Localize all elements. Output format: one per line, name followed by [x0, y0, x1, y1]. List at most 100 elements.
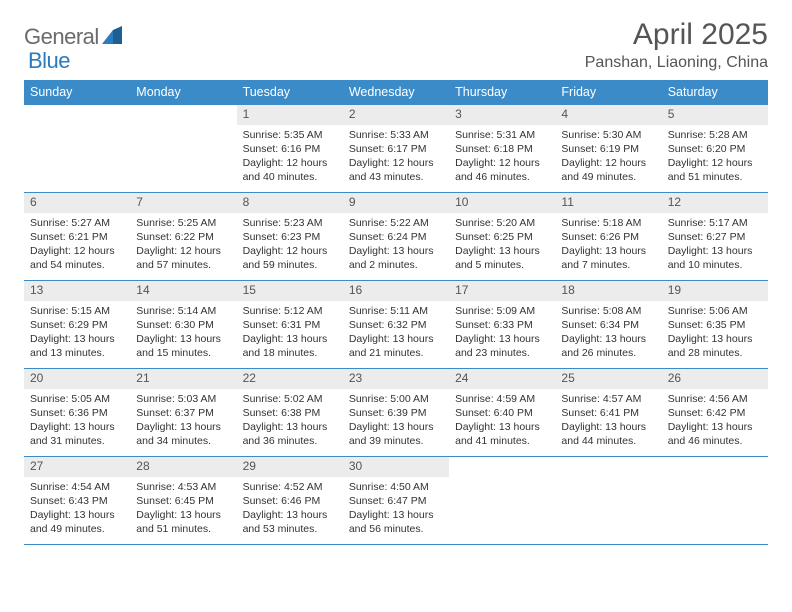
- sunrise-text: Sunrise: 4:50 AM: [349, 480, 443, 494]
- sunset-text: Sunset: 6:19 PM: [561, 142, 655, 156]
- sunset-text: Sunset: 6:17 PM: [349, 142, 443, 156]
- sunrise-text: Sunrise: 5:35 AM: [243, 128, 337, 142]
- calendar-cell: 30Sunrise: 4:50 AMSunset: 6:47 PMDayligh…: [343, 457, 449, 545]
- calendar-cell: 28Sunrise: 4:53 AMSunset: 6:45 PMDayligh…: [130, 457, 236, 545]
- sunrise-text: Sunrise: 5:12 AM: [243, 304, 337, 318]
- day-details: Sunrise: 5:28 AMSunset: 6:20 PMDaylight:…: [662, 125, 768, 189]
- day-details: Sunrise: 5:18 AMSunset: 6:26 PMDaylight:…: [555, 213, 661, 277]
- daylight-text: Daylight: 12 hours and 40 minutes.: [243, 156, 337, 184]
- day-number: 18: [555, 281, 661, 301]
- day-details: Sunrise: 5:11 AMSunset: 6:32 PMDaylight:…: [343, 301, 449, 365]
- daylight-text: Daylight: 13 hours and 51 minutes.: [136, 508, 230, 536]
- logo: General: [24, 18, 126, 50]
- day-details: Sunrise: 4:57 AMSunset: 6:41 PMDaylight:…: [555, 389, 661, 453]
- calendar-cell: 14Sunrise: 5:14 AMSunset: 6:30 PMDayligh…: [130, 281, 236, 369]
- sunrise-text: Sunrise: 5:14 AM: [136, 304, 230, 318]
- day-number: 24: [449, 369, 555, 389]
- daylight-text: Daylight: 13 hours and 36 minutes.: [243, 420, 337, 448]
- sunset-text: Sunset: 6:37 PM: [136, 406, 230, 420]
- calendar-cell: 16Sunrise: 5:11 AMSunset: 6:32 PMDayligh…: [343, 281, 449, 369]
- day-number: 8: [237, 193, 343, 213]
- location: Panshan, Liaoning, China: [585, 54, 768, 72]
- day-details: Sunrise: 5:08 AMSunset: 6:34 PMDaylight:…: [555, 301, 661, 365]
- day-details: Sunrise: 5:20 AMSunset: 6:25 PMDaylight:…: [449, 213, 555, 277]
- daylight-text: Daylight: 13 hours and 5 minutes.: [455, 244, 549, 272]
- calendar-table: SundayMondayTuesdayWednesdayThursdayFrid…: [24, 80, 768, 545]
- day-details: Sunrise: 4:54 AMSunset: 6:43 PMDaylight:…: [24, 477, 130, 541]
- weekday-header: Monday: [130, 80, 236, 105]
- sunrise-text: Sunrise: 5:31 AM: [455, 128, 549, 142]
- daylight-text: Daylight: 13 hours and 26 minutes.: [561, 332, 655, 360]
- day-number: 13: [24, 281, 130, 301]
- day-number: 28: [130, 457, 236, 477]
- day-number: 5: [662, 105, 768, 125]
- sunset-text: Sunset: 6:31 PM: [243, 318, 337, 332]
- daylight-text: Daylight: 12 hours and 54 minutes.: [30, 244, 124, 272]
- calendar-cell: 8Sunrise: 5:23 AMSunset: 6:23 PMDaylight…: [237, 193, 343, 281]
- logo-mark-icon: [102, 26, 124, 49]
- sunrise-text: Sunrise: 4:52 AM: [243, 480, 337, 494]
- sunset-text: Sunset: 6:27 PM: [668, 230, 762, 244]
- day-number: 21: [130, 369, 236, 389]
- sunset-text: Sunset: 6:41 PM: [561, 406, 655, 420]
- day-number: 15: [237, 281, 343, 301]
- sunset-text: Sunset: 6:23 PM: [243, 230, 337, 244]
- sunrise-text: Sunrise: 4:56 AM: [668, 392, 762, 406]
- sunrise-text: Sunrise: 4:57 AM: [561, 392, 655, 406]
- sunrise-text: Sunrise: 5:03 AM: [136, 392, 230, 406]
- calendar-cell: 3Sunrise: 5:31 AMSunset: 6:18 PMDaylight…: [449, 105, 555, 193]
- day-details: Sunrise: 5:25 AMSunset: 6:22 PMDaylight:…: [130, 213, 236, 277]
- sunrise-text: Sunrise: 5:22 AM: [349, 216, 443, 230]
- daylight-text: Daylight: 13 hours and 23 minutes.: [455, 332, 549, 360]
- daylight-text: Daylight: 12 hours and 46 minutes.: [455, 156, 549, 184]
- daylight-text: Daylight: 12 hours and 59 minutes.: [243, 244, 337, 272]
- day-details: Sunrise: 5:17 AMSunset: 6:27 PMDaylight:…: [662, 213, 768, 277]
- daylight-text: Daylight: 13 hours and 7 minutes.: [561, 244, 655, 272]
- sunrise-text: Sunrise: 5:25 AM: [136, 216, 230, 230]
- day-details: Sunrise: 4:53 AMSunset: 6:45 PMDaylight:…: [130, 477, 236, 541]
- calendar-cell: 23Sunrise: 5:00 AMSunset: 6:39 PMDayligh…: [343, 369, 449, 457]
- calendar-cell: 29Sunrise: 4:52 AMSunset: 6:46 PMDayligh…: [237, 457, 343, 545]
- header: General April 2025 Panshan, Liaoning, Ch…: [24, 18, 768, 72]
- sunset-text: Sunset: 6:38 PM: [243, 406, 337, 420]
- sunrise-text: Sunrise: 5:27 AM: [30, 216, 124, 230]
- day-number: 25: [555, 369, 661, 389]
- day-details: Sunrise: 5:02 AMSunset: 6:38 PMDaylight:…: [237, 389, 343, 453]
- day-details: Sunrise: 5:23 AMSunset: 6:23 PMDaylight:…: [237, 213, 343, 277]
- daylight-text: Daylight: 13 hours and 31 minutes.: [30, 420, 124, 448]
- sunset-text: Sunset: 6:46 PM: [243, 494, 337, 508]
- daylight-text: Daylight: 13 hours and 2 minutes.: [349, 244, 443, 272]
- calendar-cell: 15Sunrise: 5:12 AMSunset: 6:31 PMDayligh…: [237, 281, 343, 369]
- calendar-cell: 5Sunrise: 5:28 AMSunset: 6:20 PMDaylight…: [662, 105, 768, 193]
- sunset-text: Sunset: 6:26 PM: [561, 230, 655, 244]
- sunrise-text: Sunrise: 5:17 AM: [668, 216, 762, 230]
- sunset-text: Sunset: 6:35 PM: [668, 318, 762, 332]
- day-number: 27: [24, 457, 130, 477]
- sunrise-text: Sunrise: 5:05 AM: [30, 392, 124, 406]
- sunrise-text: Sunrise: 5:11 AM: [349, 304, 443, 318]
- calendar-cell: 1Sunrise: 5:35 AMSunset: 6:16 PMDaylight…: [237, 105, 343, 193]
- sunrise-text: Sunrise: 5:02 AM: [243, 392, 337, 406]
- daylight-text: Daylight: 13 hours and 13 minutes.: [30, 332, 124, 360]
- sunset-text: Sunset: 6:22 PM: [136, 230, 230, 244]
- weekday-header: Friday: [555, 80, 661, 105]
- calendar-cell: [662, 457, 768, 545]
- calendar-cell: 24Sunrise: 4:59 AMSunset: 6:40 PMDayligh…: [449, 369, 555, 457]
- day-number: 19: [662, 281, 768, 301]
- day-details: Sunrise: 5:31 AMSunset: 6:18 PMDaylight:…: [449, 125, 555, 189]
- daylight-text: Daylight: 13 hours and 39 minutes.: [349, 420, 443, 448]
- calendar-cell: 27Sunrise: 4:54 AMSunset: 6:43 PMDayligh…: [24, 457, 130, 545]
- sunset-text: Sunset: 6:30 PM: [136, 318, 230, 332]
- sunrise-text: Sunrise: 4:59 AM: [455, 392, 549, 406]
- sunset-text: Sunset: 6:29 PM: [30, 318, 124, 332]
- daylight-text: Daylight: 13 hours and 41 minutes.: [455, 420, 549, 448]
- day-number: 6: [24, 193, 130, 213]
- day-number: 20: [24, 369, 130, 389]
- daylight-text: Daylight: 13 hours and 49 minutes.: [30, 508, 124, 536]
- calendar-cell: 20Sunrise: 5:05 AMSunset: 6:36 PMDayligh…: [24, 369, 130, 457]
- sunset-text: Sunset: 6:34 PM: [561, 318, 655, 332]
- day-details: Sunrise: 5:06 AMSunset: 6:35 PMDaylight:…: [662, 301, 768, 365]
- logo-word1: General: [24, 24, 99, 50]
- day-details: Sunrise: 5:15 AMSunset: 6:29 PMDaylight:…: [24, 301, 130, 365]
- day-number: 7: [130, 193, 236, 213]
